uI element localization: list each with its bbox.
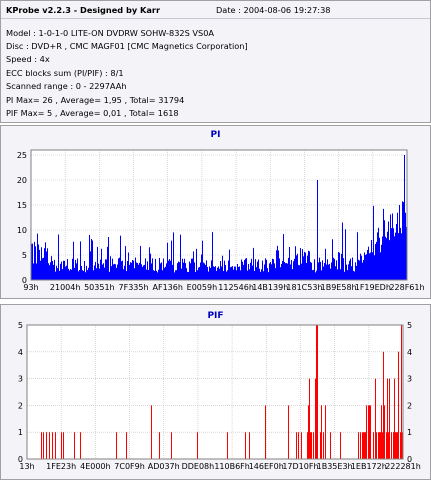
x-tick-label: 112546h <box>218 283 254 292</box>
x-tick-label: 21004h <box>50 283 81 292</box>
y-tick-label: 15 <box>17 201 27 210</box>
pif-stats-line: PIF Max= 5 , Average= 0,01 , Total= 1618 <box>6 108 179 118</box>
x-tick-label: AD037h <box>148 462 180 471</box>
x-tick-label: 228F61h <box>389 283 424 292</box>
y-tick-label: 2 <box>18 401 23 410</box>
plot-area <box>30 149 408 281</box>
scan-date: Date : 2004-08-06 19:27:38 <box>216 5 331 15</box>
x-tick-label: 7F335h <box>119 283 149 292</box>
x-tick-label: 1FE23h <box>46 462 76 471</box>
x-tick-label: 50351h <box>84 283 115 292</box>
y-tick-label: 5 <box>22 251 27 260</box>
x-tick-label: 1B35E3h <box>317 462 353 471</box>
y-tick-label-right: 2 <box>407 401 412 410</box>
x-tick-label: 1EB172h <box>351 462 387 471</box>
x-tick-label: 146EF0h <box>249 462 284 471</box>
plot-border <box>26 324 404 460</box>
pif-bars <box>41 325 403 459</box>
x-tick-label: 181C53h <box>286 283 322 292</box>
y-tick-label: 10 <box>17 226 27 235</box>
speed-line: Speed : 4x <box>6 54 50 64</box>
x-tick-label: 93h <box>23 283 38 292</box>
model-line: Model : 1-0-1-0 LITE-ON DVDRW SOHW-832S … <box>6 28 215 38</box>
x-tick-label: 1F19EDh <box>355 283 391 292</box>
x-tick-label: 13h <box>19 462 34 471</box>
pi-chart-panel: PI 0 5 10 15 20 25 93h 21004h 50351h 7F335h AF136h… <box>0 125 431 299</box>
pi-stats-line: PI Max= 26 , Average= 1,95 , Total= 3179… <box>6 95 185 105</box>
info-panel: KProbe v2.2.3 - Designed by Karr Date : … <box>0 0 431 123</box>
plot-area <box>26 324 404 460</box>
y-tick-label: 1 <box>18 428 23 437</box>
y-tick-label: 0 <box>22 276 27 285</box>
disc-line: Disc : DVD+R , CMC MAGF01 [CMC Magnetics… <box>6 41 248 51</box>
pif-chart-title: PIF <box>207 311 224 321</box>
y-tick-label: 5 <box>18 321 23 330</box>
x-tick-label: 4E000h <box>80 462 110 471</box>
y-tick-label-right: 4 <box>407 348 412 357</box>
divider <box>1 18 430 19</box>
pi-chart: 0 5 10 15 20 25 93h 21004h 50351h 7F335h AF136h E00… <box>17 149 425 292</box>
y-tick-label-right: 5 <box>407 321 412 330</box>
pi-bars <box>31 155 407 280</box>
x-tick-label: E0059h <box>187 283 217 292</box>
plot-border <box>30 149 408 281</box>
y-tick-label: 0 <box>18 455 23 464</box>
y-tick-label: 25 <box>17 151 27 160</box>
ecc-line: ECC blocks sum (PI/PIF) : 8/1 <box>6 68 124 78</box>
pif-chart: 0 1 2 3 4 5 0 1 2 3 4 5 13h 1FE23h 4E000h 7C0F9h AD037h D… <box>18 321 421 471</box>
x-tick-label: 1B9E58h <box>321 283 357 292</box>
x-tick-label: 14B139h <box>252 283 288 292</box>
x-tick-label: DDE08h <box>182 462 215 471</box>
y-tick-label: 3 <box>18 375 23 384</box>
y-tick-label-right: 1 <box>407 428 412 437</box>
x-tick-label: 110B6Fh <box>214 462 250 471</box>
pi-chart-title: PI <box>210 130 221 140</box>
app-title: KProbe v2.2.3 - Designed by Karr <box>6 5 160 15</box>
x-tick-label: 222281h <box>385 462 421 471</box>
x-tick-label: AF136h <box>153 283 183 292</box>
y-tick-label: 20 <box>17 176 27 185</box>
y-tick-label-right: 3 <box>407 375 412 384</box>
range-line: Scanned range : 0 - 2297AAh <box>6 81 127 91</box>
x-tick-label: 17D10Fh <box>282 462 318 471</box>
y-tick-label-right: 0 <box>407 455 412 464</box>
pif-chart-panel: PIF 0 1 2 3 4 5 0 1 2 3 4 5 13h 1FE23h 4E000h 7C0F9h AD0… <box>0 304 431 480</box>
x-tick-label: 7C0F9h <box>114 462 145 471</box>
y-tick-label: 4 <box>18 348 23 357</box>
